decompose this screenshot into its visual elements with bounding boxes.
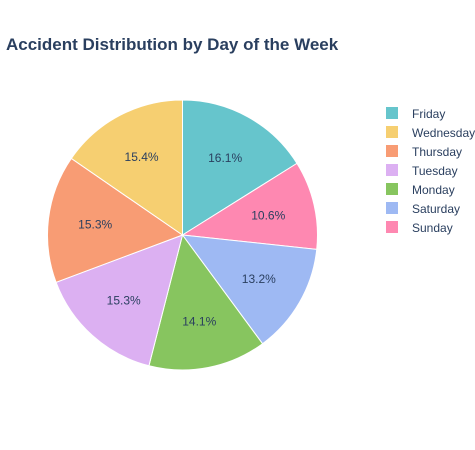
pie-labels: 16.1% 10.6% 13.2% 14.1% 15.3% 15.3% 15.4% [78, 150, 285, 328]
legend: Friday Wednesday Thursday Tuesday Monday Satu… [386, 107, 475, 235]
pie-slice-sunday[interactable] [181, 162, 318, 250]
legend-swatch-saturday [386, 202, 398, 214]
pie-label-saturday: 13.2% [242, 272, 276, 286]
pie-label-tuesday: 15.3% [107, 293, 141, 307]
pie-slice-thursday[interactable] [47, 157, 184, 283]
pie-label-wednesday: 15.4% [125, 150, 159, 164]
legend-swatch-sunday [386, 221, 398, 233]
pie-label-friday: 16.1% [208, 151, 242, 165]
legend-label-thursday: Thursday [412, 145, 462, 159]
legend-swatch-tuesday [386, 164, 398, 176]
legend-item-monday[interactable]: Monday [386, 183, 455, 197]
legend-label-tuesday: Tuesday [412, 164, 458, 178]
legend-item-tuesday[interactable]: Tuesday [386, 164, 458, 178]
pie-slice-friday[interactable] [182, 99, 298, 236]
pie-label-monday: 14.1% [182, 314, 216, 328]
legend-label-monday: Monday [412, 183, 455, 197]
legend-label-sunday: Sunday [412, 221, 453, 235]
pie-label-sunday: 10.6% [251, 208, 285, 222]
legend-swatch-monday [386, 183, 398, 195]
pie-slices [47, 99, 318, 371]
legend-item-wednesday[interactable]: Wednesday [386, 126, 475, 140]
pie-slice-tuesday[interactable] [55, 234, 184, 367]
legend-swatch-thursday [386, 145, 398, 157]
pie-slice-monday[interactable] [148, 233, 264, 371]
legend-item-friday[interactable]: Friday [386, 107, 445, 121]
legend-item-thursday[interactable]: Thursday [386, 145, 462, 159]
chart-title: Accident Distribution by Day of the Week [6, 35, 339, 54]
legend-label-saturday: Saturday [412, 202, 460, 216]
pie-slice-saturday[interactable] [181, 234, 318, 345]
pie-slice-wednesday[interactable] [70, 99, 183, 236]
legend-swatch-wednesday [386, 126, 398, 138]
legend-swatch-friday [386, 107, 398, 119]
legend-label-friday: Friday [412, 107, 445, 121]
legend-item-saturday[interactable]: Saturday [386, 202, 460, 216]
legend-label-wednesday: Wednesday [412, 126, 475, 140]
pie-label-thursday: 15.3% [78, 217, 112, 231]
legend-item-sunday[interactable]: Sunday [386, 221, 453, 235]
